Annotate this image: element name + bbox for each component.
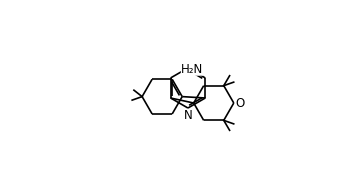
Text: H₂N: H₂N [181,63,203,76]
Text: O: O [236,96,245,110]
Text: N: N [183,109,192,122]
